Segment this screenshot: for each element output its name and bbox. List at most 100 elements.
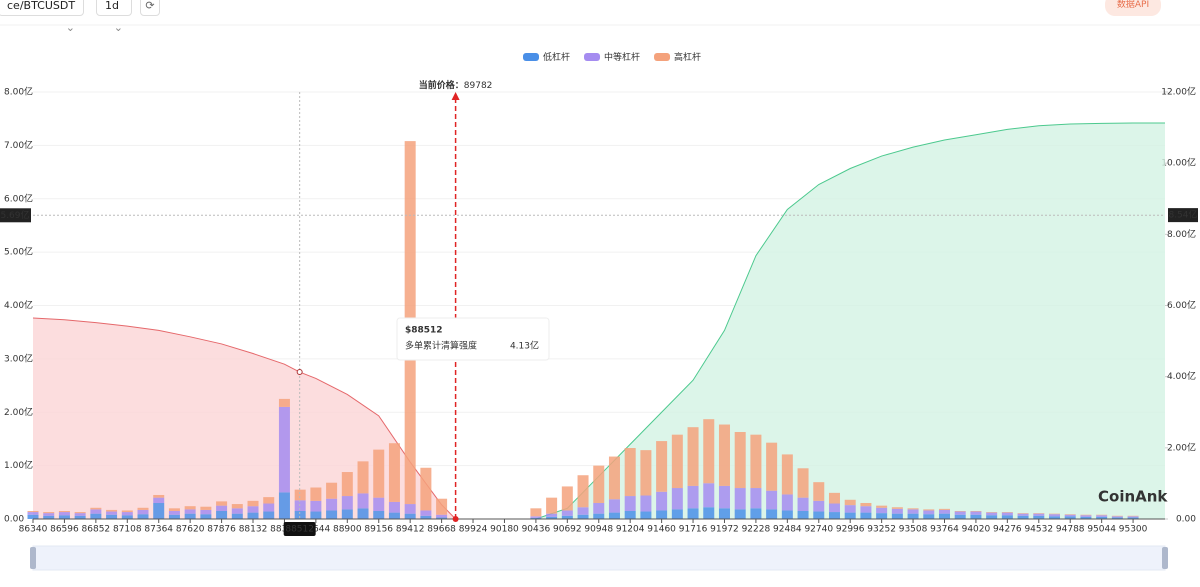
cumulative-line xyxy=(535,122,1165,520)
bar xyxy=(436,514,448,518)
symbol-select[interactable]: ce/BTCUSDT ⌄ xyxy=(0,0,84,34)
bar xyxy=(907,509,919,514)
bar xyxy=(687,508,699,519)
x-tick-label: 94532 xyxy=(1024,525,1053,535)
y-tick-label: 2.00亿 xyxy=(4,406,33,418)
bar xyxy=(153,494,165,498)
bar xyxy=(1049,513,1061,515)
bar xyxy=(844,505,856,513)
bar xyxy=(1017,513,1029,516)
bar xyxy=(813,511,825,519)
bar xyxy=(781,454,793,495)
bar xyxy=(1127,515,1139,517)
bar xyxy=(530,516,542,518)
bar xyxy=(1033,515,1045,519)
x-tick-label: 90180 xyxy=(490,525,519,535)
bar xyxy=(561,510,573,516)
bar xyxy=(1111,515,1123,517)
refresh-button[interactable]: ⟳ xyxy=(140,0,160,16)
x-tick-label: 90948 xyxy=(584,525,613,535)
bar xyxy=(27,510,39,513)
bar xyxy=(938,509,950,514)
x-tick-label: 91716 xyxy=(679,525,708,535)
bar xyxy=(844,512,856,519)
bar xyxy=(624,448,636,497)
bar xyxy=(954,511,966,515)
api-button[interactable]: 数据API xyxy=(1105,0,1161,16)
bar xyxy=(1111,516,1123,518)
bar xyxy=(27,514,39,519)
bar xyxy=(278,492,290,519)
bar xyxy=(1033,513,1045,516)
bar xyxy=(546,516,558,519)
zoom-handle[interactable] xyxy=(30,547,36,569)
zoom-slider[interactable] xyxy=(32,545,1166,571)
bar xyxy=(734,509,746,519)
bar xyxy=(970,511,982,515)
current-price-arrow xyxy=(451,92,460,100)
bar xyxy=(1096,515,1108,517)
bar xyxy=(593,513,605,519)
bar xyxy=(106,509,118,512)
bar xyxy=(703,483,715,508)
bar xyxy=(766,509,778,519)
bar xyxy=(1080,515,1092,517)
x-tick-label: 93508 xyxy=(899,525,928,535)
bar xyxy=(137,509,149,515)
bar xyxy=(860,502,872,507)
bar xyxy=(954,514,966,519)
bar xyxy=(168,508,180,511)
crosshair-y-box xyxy=(0,208,31,223)
bar xyxy=(388,443,400,502)
legend-swatch xyxy=(654,53,671,61)
y2-tick-label: 12.00亿 xyxy=(1161,86,1196,98)
symbol: ce/BTCUSDT xyxy=(7,0,76,12)
y-tick-label: 1.00亿 xyxy=(4,459,33,471)
bar xyxy=(278,406,290,493)
bar xyxy=(860,512,872,519)
bar xyxy=(828,503,840,513)
tooltip-value: 4.13亿 xyxy=(510,340,539,352)
bar xyxy=(121,515,133,519)
crosshair-y2-label: 8.54亿 xyxy=(1168,209,1197,221)
bar xyxy=(74,512,86,514)
bar xyxy=(1001,512,1013,513)
bar xyxy=(671,434,683,489)
x-tick-label: 88644 xyxy=(302,525,331,535)
bar xyxy=(750,508,762,519)
bar xyxy=(216,501,228,506)
bar xyxy=(624,510,636,519)
crosshair-x-label: 88512 xyxy=(285,525,314,535)
bar xyxy=(938,508,950,510)
tooltip-title: $88512 xyxy=(405,326,443,336)
bar xyxy=(828,512,840,519)
bar xyxy=(263,503,275,512)
bar xyxy=(168,510,180,515)
interval: 1d xyxy=(105,0,119,12)
bar xyxy=(1064,514,1076,515)
bar xyxy=(200,506,212,510)
bar xyxy=(530,508,542,517)
bar xyxy=(1080,514,1092,516)
x-tick-label: 93764 xyxy=(930,525,959,535)
x-tick-label: 90436 xyxy=(522,525,551,535)
bar xyxy=(216,505,228,511)
x-tick-label: 91204 xyxy=(616,525,645,535)
bar xyxy=(247,506,259,513)
y2-tick-label: 0.00 xyxy=(1176,515,1196,525)
interval-select[interactable]: 1d ⌄ xyxy=(96,0,132,34)
bar xyxy=(876,505,888,508)
bar xyxy=(1064,516,1076,519)
bar xyxy=(986,512,998,516)
bar xyxy=(577,507,589,515)
x-tick-label: 86596 xyxy=(50,525,79,535)
bar xyxy=(797,468,809,498)
bar xyxy=(876,507,888,514)
zoom-handle[interactable] xyxy=(1162,547,1168,569)
bar xyxy=(1127,517,1139,519)
bar xyxy=(1111,517,1123,519)
bar xyxy=(718,485,730,509)
x-tick-label: 86852 xyxy=(82,525,111,535)
bar xyxy=(797,497,809,511)
bar xyxy=(1033,513,1045,514)
